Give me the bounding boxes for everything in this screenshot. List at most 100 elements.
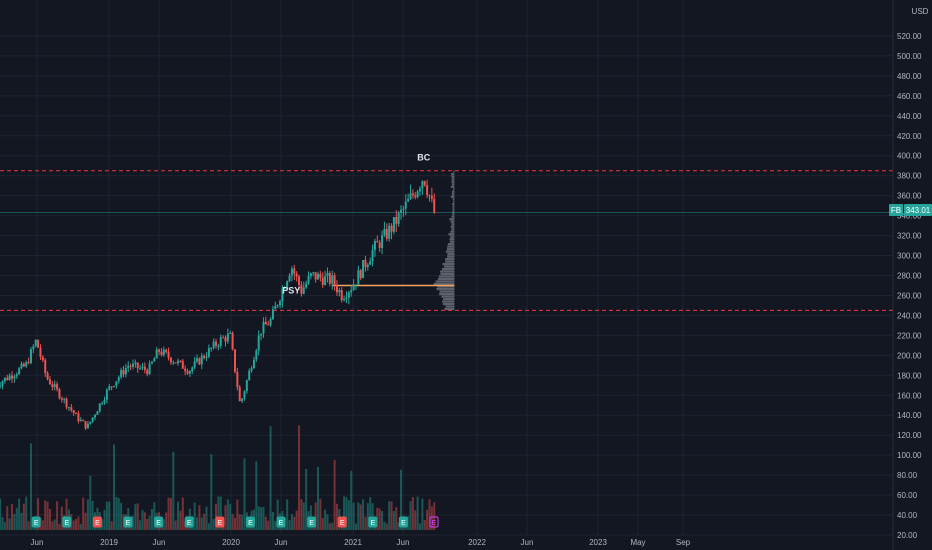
profile-row bbox=[437, 277, 455, 281]
volume-bar bbox=[139, 520, 142, 530]
earnings-marker[interactable] bbox=[184, 516, 194, 528]
candle-body bbox=[15, 374, 18, 377]
candle-body bbox=[267, 324, 270, 326]
volume-bar bbox=[271, 511, 274, 530]
volume-bar bbox=[357, 502, 360, 530]
volume-bar bbox=[153, 502, 156, 530]
x-tick-label: 2019 bbox=[100, 538, 118, 547]
earnings-marker[interactable] bbox=[337, 516, 347, 528]
earnings-marker[interactable] bbox=[429, 516, 439, 528]
volume-bar bbox=[229, 503, 232, 530]
candle-body bbox=[113, 386, 116, 388]
earnings-marker[interactable] bbox=[245, 516, 255, 528]
volume-bar bbox=[134, 504, 137, 530]
candle-body bbox=[11, 375, 14, 379]
earnings-marker[interactable] bbox=[154, 516, 164, 528]
volume-bar bbox=[269, 426, 272, 530]
earnings-marker[interactable] bbox=[62, 516, 72, 528]
candle-body bbox=[127, 365, 130, 368]
candle-body bbox=[397, 212, 400, 224]
profile-row bbox=[437, 285, 455, 288]
x-tick-label: 2020 bbox=[222, 538, 240, 547]
volume-bar bbox=[120, 502, 123, 530]
profile-row bbox=[449, 238, 455, 241]
x-tick-label: Jun bbox=[521, 538, 534, 547]
profile-row bbox=[440, 273, 455, 276]
candle-body bbox=[419, 188, 422, 192]
candle-body bbox=[160, 351, 163, 355]
earnings-marker-glyph: E bbox=[156, 520, 161, 527]
x-tick-label: 2023 bbox=[589, 538, 607, 547]
volume-bar bbox=[333, 459, 336, 530]
profile-row bbox=[442, 263, 455, 266]
earnings-marker[interactable] bbox=[307, 516, 317, 528]
candle-body bbox=[96, 411, 99, 415]
candle-body bbox=[200, 355, 203, 365]
volume-bar bbox=[397, 522, 400, 530]
volume-bar bbox=[22, 503, 25, 530]
volume-bar bbox=[25, 496, 28, 530]
volume-bar bbox=[298, 425, 301, 530]
volume-bar bbox=[72, 520, 75, 530]
y-tick-label: 480.00 bbox=[897, 72, 922, 81]
candle-body bbox=[314, 272, 317, 280]
volume-bar bbox=[115, 496, 118, 530]
candle-body bbox=[124, 367, 127, 375]
earnings-marker[interactable] bbox=[276, 516, 286, 528]
volume-bar bbox=[27, 521, 30, 530]
volume-bar bbox=[136, 503, 139, 530]
earnings-marker-glyph: E bbox=[401, 520, 406, 527]
price-axis[interactable]: 520.00 500.00 480.00 460.00 440.00 420.00 400.… bbox=[897, 32, 922, 540]
candle-body bbox=[155, 349, 158, 359]
candle-body bbox=[184, 368, 187, 372]
y-tick-label: 500.00 bbox=[897, 52, 922, 61]
candle-body bbox=[153, 358, 156, 362]
profile-row bbox=[439, 290, 455, 293]
candle-body bbox=[364, 260, 367, 268]
volume-bar bbox=[148, 515, 151, 530]
candle-body bbox=[404, 201, 407, 209]
earnings-marker[interactable] bbox=[398, 516, 408, 528]
volume-bar bbox=[77, 516, 80, 530]
volume-bar bbox=[196, 517, 199, 530]
candle-body bbox=[248, 370, 251, 381]
earnings-marker[interactable] bbox=[368, 516, 378, 528]
profile-row bbox=[451, 183, 455, 186]
candle-body bbox=[331, 275, 334, 284]
y-tick-label: 200.00 bbox=[897, 351, 922, 360]
earnings-marker[interactable] bbox=[215, 516, 225, 528]
volume-bar bbox=[117, 497, 120, 530]
currency-label: USD bbox=[912, 7, 929, 16]
candle-body bbox=[233, 349, 236, 372]
candle-body bbox=[307, 276, 310, 284]
candle-body bbox=[359, 270, 362, 279]
profile-row bbox=[451, 173, 455, 176]
candle-body bbox=[158, 349, 161, 352]
candle-body bbox=[241, 398, 244, 402]
volume-bar bbox=[326, 514, 329, 530]
volume-bar bbox=[347, 500, 350, 530]
profile-row bbox=[445, 258, 455, 261]
candle-body bbox=[91, 417, 94, 422]
profile-row bbox=[450, 230, 455, 233]
candle-body bbox=[181, 360, 184, 369]
earnings-marker[interactable] bbox=[31, 516, 41, 528]
y-tick-label: 60.00 bbox=[897, 491, 918, 500]
earnings-marker[interactable] bbox=[123, 516, 133, 528]
y-tick-label: 220.00 bbox=[897, 331, 922, 340]
candle-body bbox=[298, 276, 301, 286]
volume-bar bbox=[226, 499, 229, 530]
earnings-marker[interactable] bbox=[92, 516, 102, 528]
candle-body bbox=[402, 208, 405, 210]
candle-body bbox=[120, 370, 123, 378]
candle-body bbox=[392, 217, 395, 232]
candle-body bbox=[324, 276, 327, 285]
volume-bar bbox=[359, 504, 362, 530]
volume-bar bbox=[20, 512, 23, 530]
candle-body bbox=[63, 398, 66, 400]
volume-bar bbox=[103, 509, 106, 530]
last-price-tag: FB 343.01 bbox=[889, 204, 932, 216]
volume-bar bbox=[241, 514, 244, 530]
time-axis[interactable]: Jun 2019 Jun 2020 Jun 2021 Jun 2022 Jun 2023 May Se… bbox=[31, 538, 691, 547]
